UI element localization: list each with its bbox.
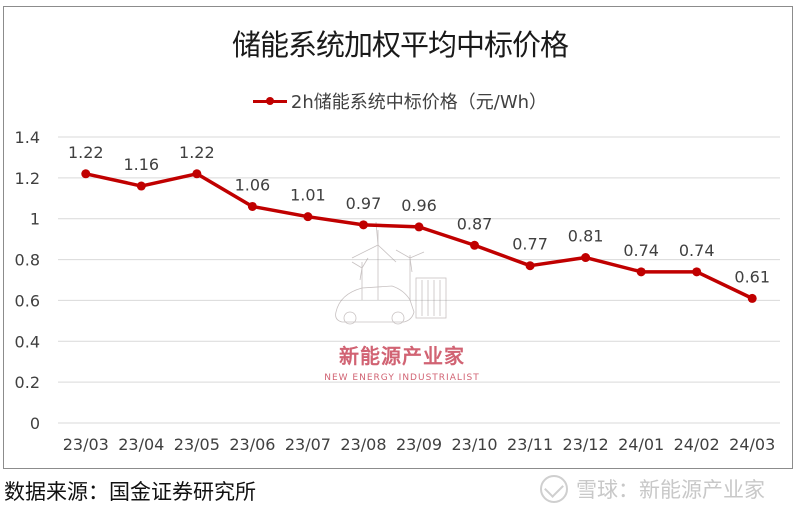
legend-line-marker-icon — [252, 94, 287, 108]
data-source-note: 数据来源：国金证券研究所 — [4, 480, 256, 504]
y-tick-label: 1.2 — [15, 169, 40, 188]
x-tick-label: 23/08 — [340, 435, 386, 454]
y-tick-label: 0.8 — [15, 251, 40, 270]
data-point — [414, 222, 424, 232]
data-label: 1.06 — [235, 175, 271, 194]
data-label: 0.77 — [512, 235, 548, 254]
data-label: 1.01 — [290, 186, 326, 205]
data-point — [192, 169, 202, 179]
brand-watermark-cn: 新能源产业家 — [339, 344, 465, 368]
data-point — [136, 181, 146, 191]
chart-title: 储能系统加权平均中标价格 — [231, 28, 569, 62]
x-tick-label: 23/11 — [507, 435, 553, 454]
y-tick-label: 0.6 — [15, 291, 40, 310]
y-axis-ticks: 0 0.2 0.4 0.6 0.8 1 1.2 1.4 — [15, 128, 40, 433]
y-tick-label: 0.4 — [15, 332, 40, 351]
y-tick-label: 0.2 — [15, 373, 40, 392]
data-label: 0.87 — [457, 214, 493, 233]
brand-watermark-en: NEW ENERGY INDUSTRIALIST — [324, 373, 480, 383]
data-label: 1.22 — [179, 143, 215, 162]
data-label: 0.74 — [623, 241, 659, 260]
platform-watermark-text: 雪球：新能源产业家 — [576, 478, 765, 502]
data-point — [81, 169, 91, 179]
x-tick-label: 24/01 — [618, 435, 664, 454]
x-tick-label: 23/09 — [396, 435, 442, 454]
x-tick-label: 23/06 — [229, 435, 275, 454]
data-point-markers — [81, 169, 757, 303]
data-label: 0.81 — [568, 227, 604, 246]
data-label: 0.97 — [346, 194, 382, 213]
data-label: 0.96 — [401, 196, 437, 215]
x-tick-label: 23/12 — [563, 435, 609, 454]
x-tick-label: 23/10 — [451, 435, 497, 454]
data-label: 0.74 — [679, 241, 715, 260]
y-tick-label: 0 — [30, 414, 40, 433]
data-label: 1.16 — [123, 155, 159, 174]
brand-watermark: 新能源产业家 NEW ENERGY INDUSTRIALIST — [322, 340, 482, 383]
wind-turbine-car-watermark-icon — [335, 221, 447, 325]
data-point — [525, 261, 535, 271]
data-point — [747, 293, 757, 303]
legend-label: 2h储能系统中标价格（元/Wh） — [290, 92, 548, 113]
chart-legend: 2h储能系统中标价格（元/Wh） — [0, 88, 800, 114]
data-point — [358, 220, 368, 230]
platform-watermark: 雪球：新能源产业家 — [540, 474, 765, 504]
data-labels: 1.22 1.16 1.22 1.06 1.01 0.97 0.96 0.87 0.77 0.81… — [68, 143, 770, 287]
chart-frame — [3, 6, 793, 469]
y-tick-label: 1.4 — [15, 128, 40, 147]
data-point — [692, 267, 702, 277]
x-tick-label: 24/02 — [674, 435, 720, 454]
data-point — [303, 212, 313, 222]
x-axis-ticks: 23/03 23/04 23/05 23/06 23/07 23/08 23/09 23/10… — [63, 435, 776, 454]
x-tick-label: 24/03 — [729, 435, 775, 454]
x-tick-label: 23/04 — [118, 435, 164, 454]
data-label: 0.61 — [734, 267, 770, 286]
x-tick-label: 23/05 — [174, 435, 220, 454]
data-point — [247, 201, 257, 211]
data-point — [581, 253, 591, 263]
data-point — [470, 240, 480, 250]
gridlines — [58, 136, 780, 424]
xueqiu-logo-icon — [540, 475, 568, 503]
data-label: 1.22 — [68, 143, 104, 162]
data-point — [636, 267, 646, 277]
y-tick-label: 1 — [30, 210, 40, 229]
x-tick-label: 23/03 — [63, 435, 109, 454]
series-line — [85, 172, 753, 300]
x-tick-label: 23/07 — [285, 435, 331, 454]
